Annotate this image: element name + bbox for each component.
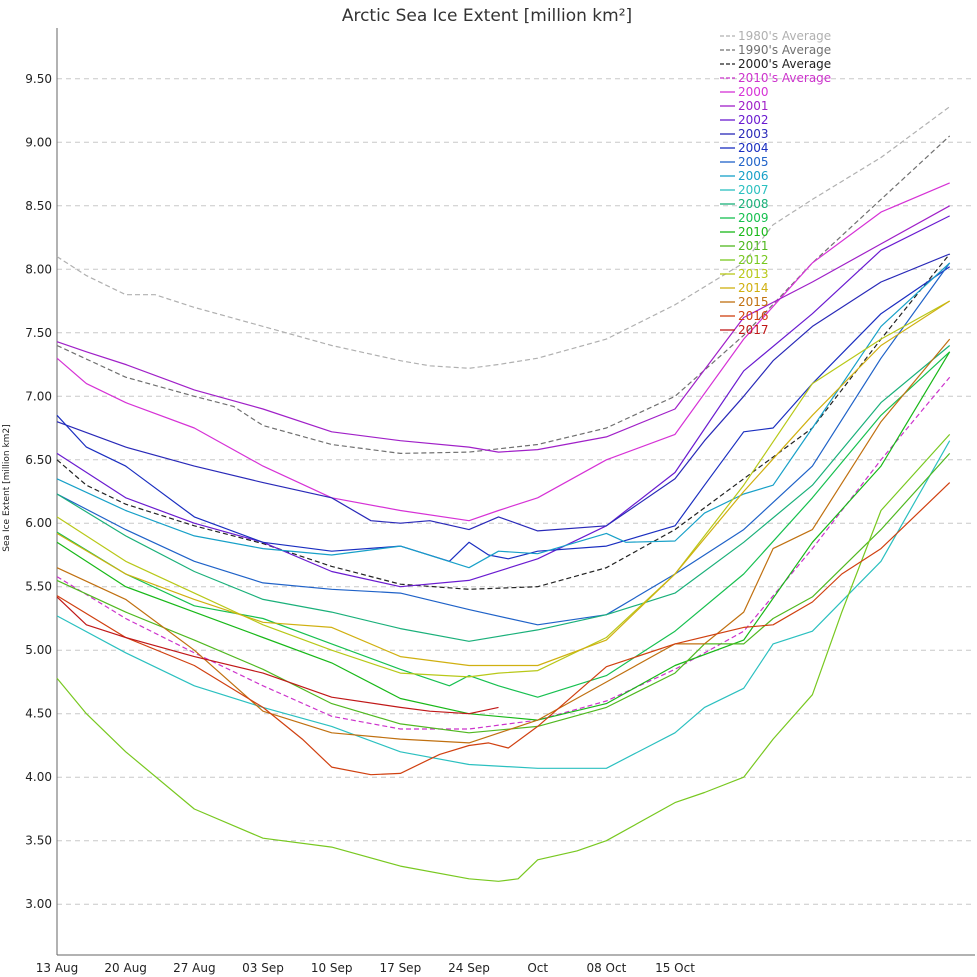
legend-entry: 2009 bbox=[738, 211, 769, 225]
y-tick-label: 5.50 bbox=[25, 580, 52, 594]
legend-entry: 2003 bbox=[738, 127, 769, 141]
y-tick-label: 9.50 bbox=[25, 72, 52, 86]
series-line-2007 bbox=[56, 440, 951, 769]
x-tick-label: Oct bbox=[527, 961, 548, 975]
series-line-2010-s-average bbox=[56, 376, 951, 730]
legend-entry: 2013 bbox=[738, 267, 769, 281]
y-tick-label: 4.50 bbox=[25, 707, 52, 721]
legend-entry: 2011 bbox=[738, 239, 769, 253]
y-axis-label: Sea Ice Extent [million km2] bbox=[2, 424, 12, 551]
series-line-2002 bbox=[56, 215, 950, 588]
legend-entry: 2001 bbox=[738, 99, 769, 113]
y-tick-label: 8.50 bbox=[25, 199, 52, 213]
series-line-2000-s-average bbox=[56, 253, 951, 590]
series-line-2008 bbox=[56, 345, 951, 642]
series-line-2005 bbox=[56, 262, 951, 626]
legend-entry: 1990's Average bbox=[738, 43, 831, 57]
legend-entry: 2014 bbox=[738, 281, 769, 295]
legend-entry: 2000's Average bbox=[738, 57, 831, 71]
legend-entry: 2002 bbox=[738, 113, 769, 127]
x-tick-label: 20 Aug bbox=[104, 961, 147, 975]
y-tick-label: 3.50 bbox=[25, 834, 52, 848]
x-tick-label: 10 Sep bbox=[311, 961, 353, 975]
series-line-2000 bbox=[56, 182, 950, 522]
y-tick-label: 6.50 bbox=[25, 453, 52, 467]
x-tick-label: 27 Aug bbox=[173, 961, 216, 975]
x-tick-labels: 13 Aug 20 Aug 27 Aug 03 Sep 10 Sep 17 Sep 24 S… bbox=[36, 961, 695, 975]
chart-title: Arctic Sea Ice Extent [million km²] bbox=[342, 6, 632, 26]
legend-entry: 2010 bbox=[738, 225, 769, 239]
series-lines bbox=[56, 106, 951, 882]
x-tick-label: 15 Oct bbox=[655, 961, 695, 975]
y-tick-label: 9.00 bbox=[25, 135, 52, 149]
y-tick-label: 4.00 bbox=[25, 770, 52, 784]
legend-entry: 2008 bbox=[738, 197, 769, 211]
y-tick-label: 8.00 bbox=[25, 262, 52, 276]
legend-entry: 1980's Average bbox=[738, 29, 831, 43]
y-tick-label: 7.50 bbox=[25, 326, 52, 340]
legend-entry: 2005 bbox=[738, 155, 769, 169]
series-line-2013 bbox=[56, 300, 950, 678]
y-tick-label: 5.00 bbox=[25, 643, 52, 657]
y-tick-label: 3.00 bbox=[25, 897, 52, 911]
series-line-1980-s-average bbox=[56, 106, 951, 369]
series-line-2001 bbox=[56, 205, 950, 453]
x-tick-label: 03 Sep bbox=[242, 961, 284, 975]
series-line-2012 bbox=[56, 433, 951, 882]
legend-entry: 2000 bbox=[738, 85, 769, 99]
legend-entry: 2016 bbox=[738, 309, 769, 323]
series-line-2017 bbox=[56, 596, 499, 715]
grid-lines bbox=[57, 78, 975, 905]
series-line-2016 bbox=[56, 482, 951, 776]
x-tick-label: 17 Sep bbox=[379, 961, 421, 975]
legend-entry: 2007 bbox=[738, 183, 769, 197]
series-line-2009 bbox=[56, 351, 951, 698]
y-tick-label: 6.00 bbox=[25, 516, 52, 530]
series-line-1990-s-average bbox=[56, 135, 951, 454]
x-tick-label: 24 Sep bbox=[448, 961, 490, 975]
y-tick-labels: 3.00 3.50 4.00 4.50 5.00 5.50 6.00 6.50 7.00 7.50… bbox=[25, 72, 52, 911]
legend-entry: 2010's Average bbox=[738, 71, 831, 85]
legend-entry: 2015 bbox=[738, 295, 769, 309]
legend-entry: 2017 bbox=[738, 323, 769, 337]
series-line-2004 bbox=[56, 266, 951, 562]
x-tick-label: 13 Aug bbox=[36, 961, 79, 975]
series-line-2011 bbox=[56, 452, 951, 734]
x-tick-label: 08 Oct bbox=[586, 961, 626, 975]
legend-entry: 2012 bbox=[738, 253, 769, 267]
legend-entry: 2004 bbox=[738, 141, 769, 155]
series-line-2003 bbox=[56, 253, 950, 532]
series-line-2010 bbox=[56, 351, 951, 721]
series-line-2006 bbox=[56, 262, 951, 569]
series-line-2015 bbox=[56, 338, 951, 744]
y-tick-label: 7.00 bbox=[25, 389, 52, 403]
series-line-2014 bbox=[56, 300, 951, 667]
legend-entry: 2006 bbox=[738, 169, 769, 183]
